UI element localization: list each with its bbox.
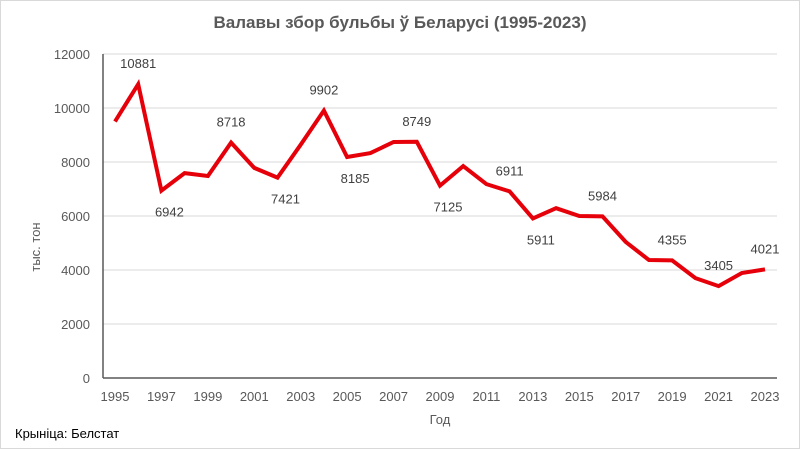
- x-tick-label: 2009: [426, 389, 455, 404]
- x-tick-label: 2015: [565, 389, 594, 404]
- data-label: 6911: [496, 163, 524, 178]
- x-tick-label: 2013: [518, 389, 547, 404]
- x-tick-label: 2001: [240, 389, 269, 404]
- x-axis-label: Год: [430, 412, 451, 427]
- data-label: 9902: [309, 83, 338, 98]
- x-tick-label: 2019: [658, 389, 687, 404]
- data-line: [113, 78, 766, 289]
- data-label: 4355: [658, 232, 687, 247]
- x-tick-label: 2003: [286, 389, 315, 404]
- y-tick-label: 10000: [54, 101, 90, 116]
- y-tick-label: 8000: [61, 155, 90, 170]
- y-tick-label: 4000: [61, 263, 90, 278]
- y-tick-label: 0: [83, 371, 90, 386]
- y-tick-label: 2000: [61, 317, 90, 332]
- data-label: 6942: [155, 205, 184, 220]
- y-tick-label: 6000: [61, 209, 90, 224]
- y-tick-label: 12000: [54, 47, 90, 62]
- x-tick-label: 2011: [472, 389, 500, 404]
- data-label: 8718: [217, 115, 246, 130]
- data-label: 3405: [704, 258, 733, 273]
- data-label: 10881: [120, 56, 156, 71]
- data-label: 7125: [434, 200, 463, 215]
- source-note: Крыніца: Белстат: [15, 426, 120, 441]
- x-tick-label: 2021: [704, 389, 733, 404]
- x-tick-label: 1997: [147, 389, 176, 404]
- y-axis-label: тыс. тон: [28, 222, 43, 271]
- data-label: 7421: [271, 192, 300, 207]
- x-tick-label: 2005: [333, 389, 362, 404]
- x-tick-label: 2017: [611, 389, 640, 404]
- x-tick-label: 1999: [193, 389, 222, 404]
- data-label: 4021: [751, 241, 780, 256]
- data-label: 5984: [588, 188, 617, 203]
- x-tick-label: 2023: [751, 389, 780, 404]
- data-label: 5911: [527, 232, 555, 247]
- x-tick-label: 2007: [379, 389, 408, 404]
- x-tick-label: 1995: [101, 389, 130, 404]
- chart-title: Валавы збор бульбы ў Беларусі (1995-2023…: [213, 13, 587, 32]
- data-label: 8749: [402, 114, 431, 129]
- data-label: 8185: [341, 171, 370, 186]
